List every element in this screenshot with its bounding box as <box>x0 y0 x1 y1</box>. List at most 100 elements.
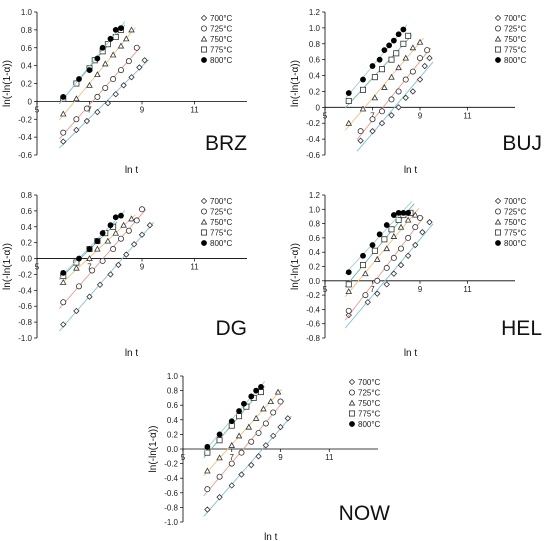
data-point <box>284 415 291 422</box>
y-tick-label: 0.4 <box>309 72 321 81</box>
legend-marker <box>201 240 207 246</box>
x-tick-label: 11 <box>190 105 199 114</box>
legend-marker <box>200 218 208 225</box>
x-axis-title: ln t <box>125 348 139 359</box>
data-point <box>376 56 383 63</box>
data-point <box>416 76 424 83</box>
legend-label: 725°C <box>504 25 527 34</box>
legend-label: 700°C <box>358 378 381 387</box>
y-tick-label: 0.6 <box>21 44 33 53</box>
panel-label: DG <box>216 317 248 340</box>
data-point <box>112 214 119 221</box>
x-tick-label: 5 <box>323 285 328 294</box>
panel-label: BRZ <box>205 132 247 155</box>
legend-label: 750°C <box>504 218 527 227</box>
data-point <box>378 120 386 127</box>
trend-line <box>356 61 434 152</box>
data-point <box>369 116 376 123</box>
data-point <box>216 431 223 438</box>
x-tick-label: 7 <box>370 285 375 294</box>
data-point <box>89 267 96 274</box>
data-point <box>94 93 101 100</box>
data-point <box>128 26 135 33</box>
data-point <box>421 62 428 70</box>
legend-label: 700°C <box>504 197 527 206</box>
data-point <box>345 119 353 126</box>
data-point <box>393 50 400 57</box>
legend-marker <box>200 25 207 32</box>
data-point <box>388 56 395 63</box>
legend-marker <box>495 57 501 63</box>
data-point <box>388 226 395 233</box>
data-point <box>128 74 135 81</box>
data-point <box>104 99 112 107</box>
data-point <box>112 229 120 236</box>
data-point <box>146 222 154 229</box>
data-point <box>390 254 397 261</box>
legend-label: 750°C <box>210 218 233 227</box>
trend-line <box>344 223 434 329</box>
data-point <box>390 212 397 218</box>
y-tick-label: 1.0 <box>21 8 33 17</box>
trend-line <box>356 47 432 140</box>
data-point <box>86 255 93 262</box>
data-point <box>274 388 282 395</box>
data-point <box>345 97 352 104</box>
data-point <box>383 245 391 252</box>
data-point <box>381 236 388 243</box>
data-point <box>390 270 398 277</box>
data-point <box>402 76 409 83</box>
data-point <box>405 234 412 241</box>
legend-label: 775°C <box>210 229 233 238</box>
series-square <box>344 32 413 109</box>
data-point <box>359 105 367 112</box>
data-point <box>395 31 402 38</box>
data-point <box>419 229 426 236</box>
data-point <box>102 84 109 91</box>
x-tick-label: 5 <box>35 105 40 114</box>
data-point <box>395 217 402 224</box>
series-triangle <box>344 208 420 298</box>
y-tick-label: 0.8 <box>309 220 321 229</box>
y-tick-label: 0 <box>316 103 321 112</box>
x-axis-title: ln t <box>404 165 418 176</box>
legend-label: 800°C <box>210 56 233 65</box>
data-point <box>238 471 245 478</box>
data-point <box>388 112 395 119</box>
data-point <box>216 437 223 444</box>
x-tick-label: 11 <box>190 263 199 272</box>
data-point <box>369 63 376 69</box>
data-point <box>107 35 114 42</box>
data-point <box>359 86 366 93</box>
y-axis-title: ln(-ln(1-α)) <box>2 60 13 107</box>
legend-marker <box>494 229 501 236</box>
data-point <box>83 105 90 112</box>
data-point <box>110 246 117 253</box>
data-point <box>395 88 402 95</box>
data-point <box>397 245 404 252</box>
y-axis-title: ln(-ln(1-α)) <box>290 243 301 290</box>
data-point <box>404 216 412 223</box>
data-point <box>412 224 419 231</box>
legend-marker <box>495 240 501 246</box>
data-point <box>255 453 262 460</box>
data-point <box>270 409 277 416</box>
legend-marker <box>201 57 207 63</box>
y-tick-label: -0.6 <box>18 302 32 311</box>
legend-label: 700°C <box>210 14 233 23</box>
x-tick-label: 5 <box>35 263 40 272</box>
data-point <box>405 209 412 216</box>
data-point <box>94 108 101 116</box>
data-point <box>252 414 260 421</box>
data-point <box>136 64 143 71</box>
legend-marker <box>494 25 501 32</box>
series-triangle <box>58 26 136 121</box>
y-tick-label: 0.6 <box>21 207 33 216</box>
legend-marker <box>348 378 356 386</box>
data-point <box>255 429 262 436</box>
data-point <box>248 393 255 400</box>
legend-marker <box>200 197 208 205</box>
y-tick-label: 0.6 <box>167 401 179 410</box>
data-point <box>128 215 135 222</box>
